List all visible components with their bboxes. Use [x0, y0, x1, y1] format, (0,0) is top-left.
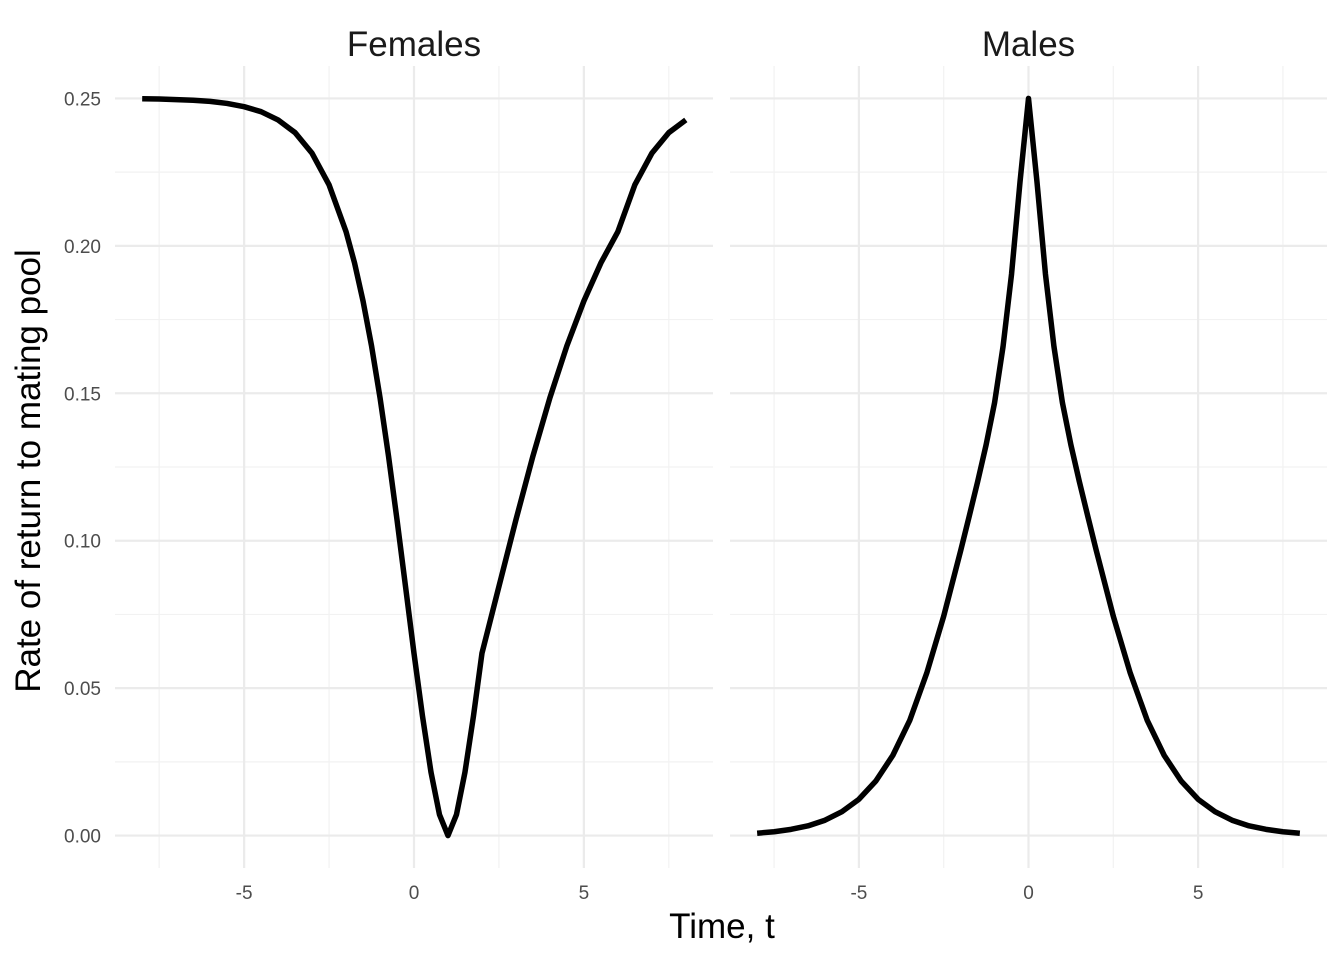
y-tick-label: 0.20 — [64, 237, 101, 258]
panel-males: -5 0 5 Males — [730, 25, 1327, 904]
x-tick-label: 0 — [409, 883, 420, 904]
series-line-males — [756, 95, 1301, 836]
panel-title: Males — [982, 25, 1075, 64]
panel-title: Females — [347, 25, 481, 64]
x-axis-title: Time, t — [669, 907, 775, 946]
x-tick-label: 5 — [579, 883, 590, 904]
y-axis-title: Rate of return to mating pool — [9, 249, 48, 693]
x-tick-label: 5 — [1193, 883, 1204, 904]
x-tick-label: -5 — [236, 883, 253, 904]
y-tick-label: 0.25 — [64, 89, 101, 110]
x-tick-label: -5 — [850, 883, 867, 904]
y-tick-label: 0.05 — [64, 679, 101, 700]
series-line-females — [142, 95, 688, 839]
panel-females: -5 0 5 Females — [115, 25, 713, 904]
chart-panels: -5 0 5 Females -5 0 5 Males 0.00 0.05 0.10 0.15 0.20… — [64, 25, 1327, 904]
y-tick-label: 0.15 — [64, 384, 101, 405]
x-tick-label: 0 — [1023, 883, 1034, 904]
y-tick-label: 0.00 — [64, 827, 101, 848]
y-tick-label: 0.10 — [64, 532, 101, 553]
